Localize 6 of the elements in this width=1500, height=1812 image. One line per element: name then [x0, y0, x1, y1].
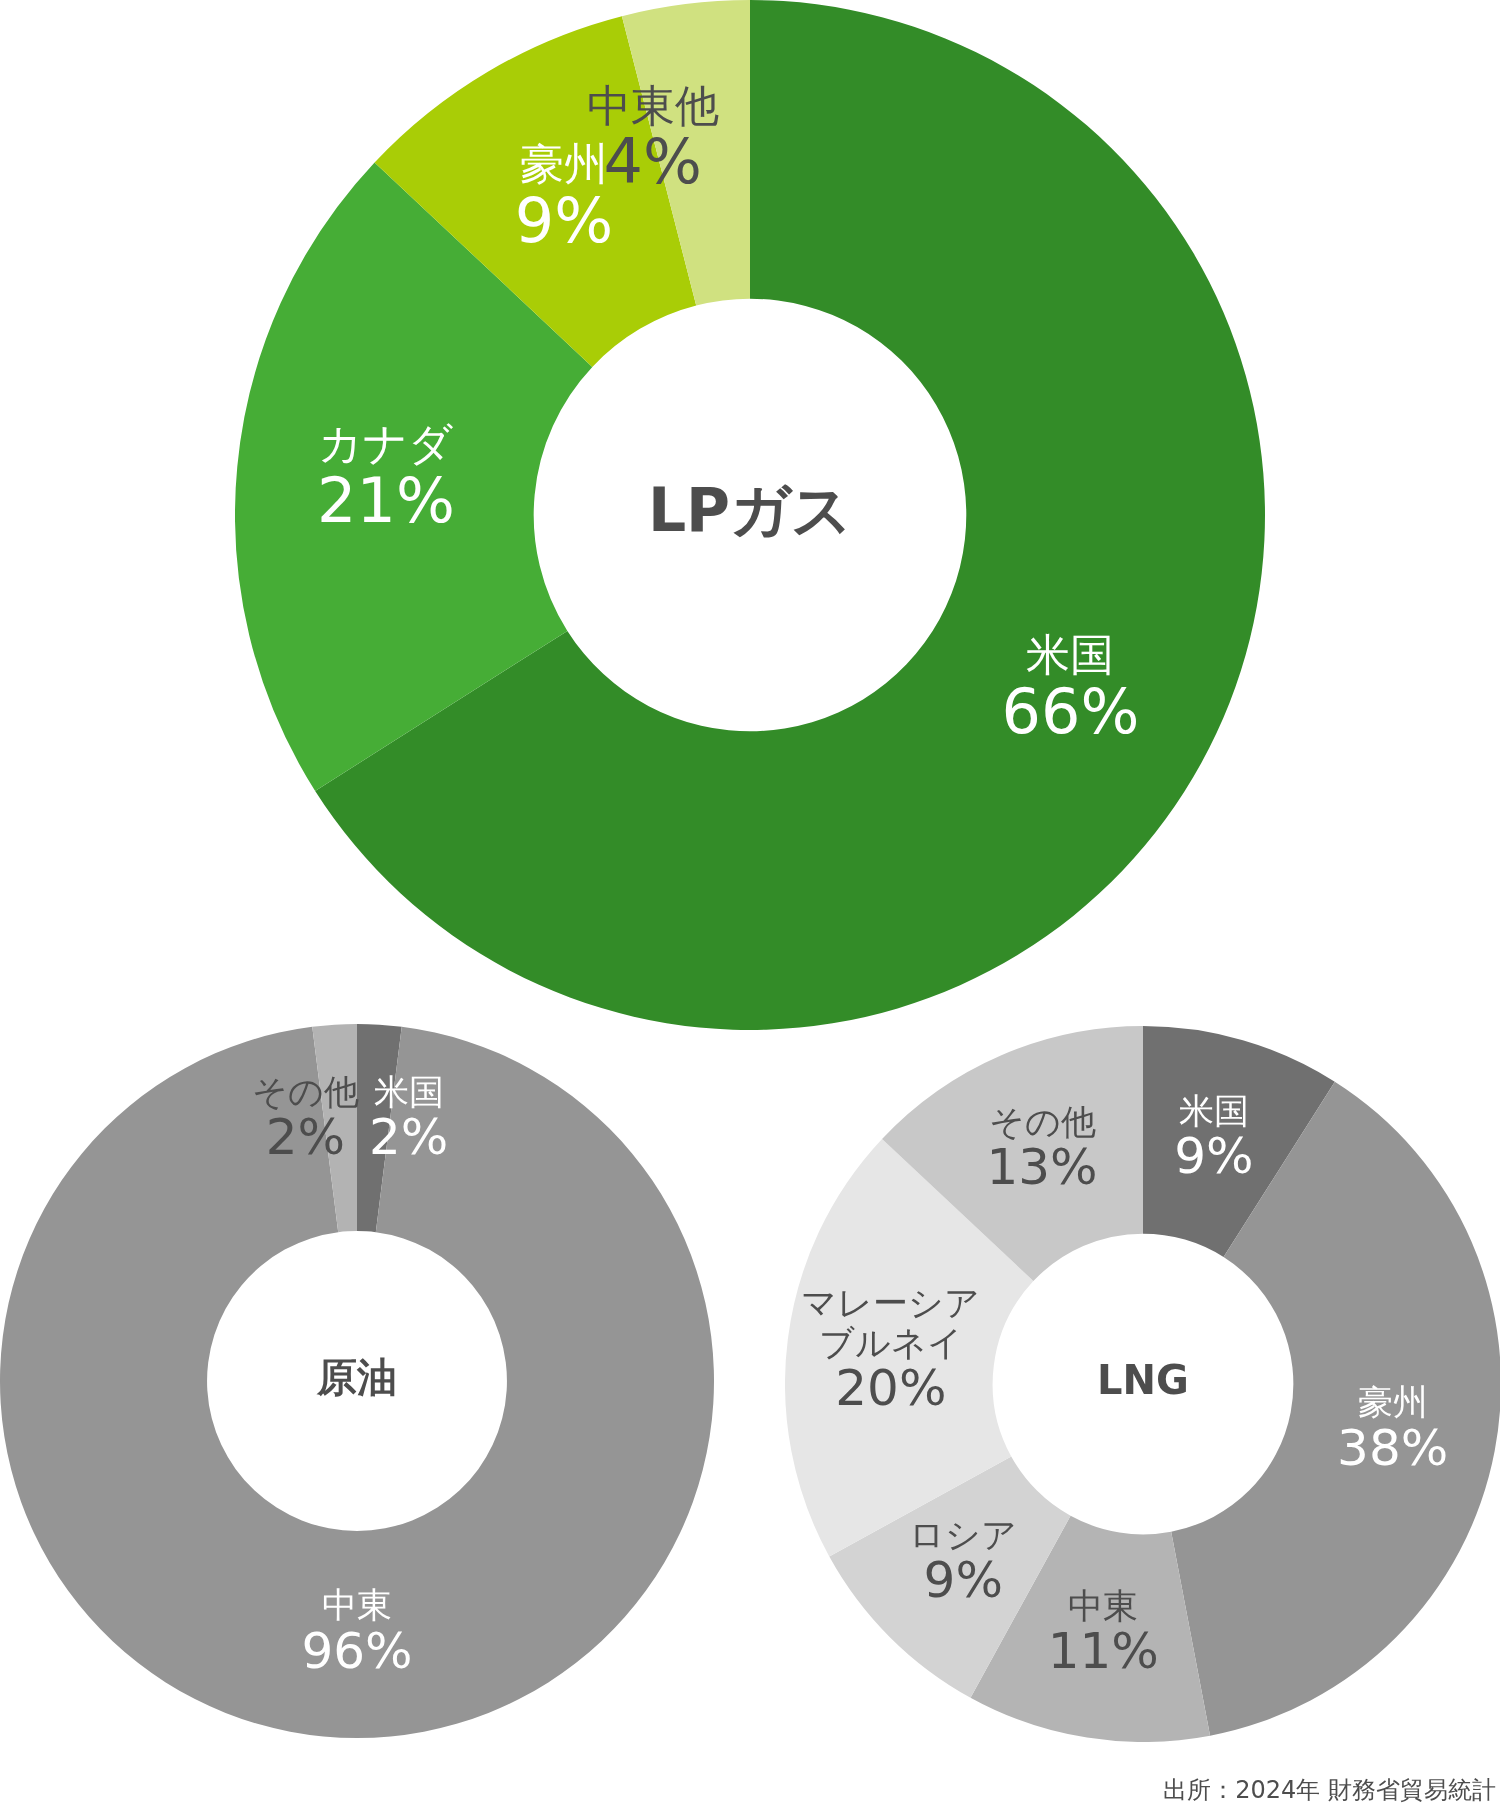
text: 出所：2024年 財務省貿易統計	[1163, 1775, 1496, 1806]
text: LPガス	[647, 474, 853, 545]
slice-label: カナダ	[318, 418, 454, 470]
text: LNG	[1097, 1357, 1189, 1404]
slice-label: 米国	[1026, 629, 1115, 681]
text: 原油	[316, 1354, 397, 1401]
